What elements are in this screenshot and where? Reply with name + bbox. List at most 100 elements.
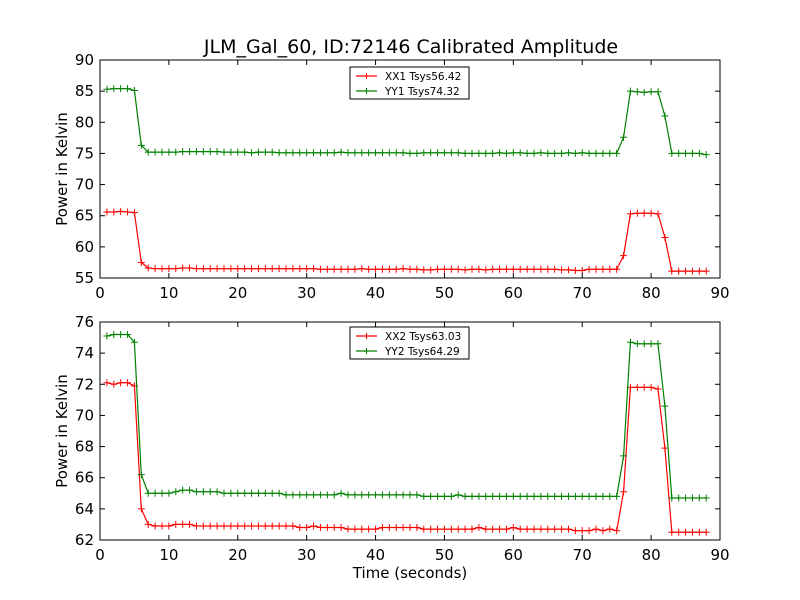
- data-point-yy2: [310, 491, 318, 499]
- data-point-xx1: [440, 265, 448, 273]
- data-point-yy2: [282, 491, 290, 499]
- data-point-xx1: [413, 265, 421, 273]
- data-point-xx1: [509, 265, 517, 273]
- data-point-xx2: [564, 525, 572, 533]
- data-point-xx2: [406, 524, 414, 532]
- axes-frame: [99, 321, 721, 541]
- data-point-xx1: [241, 265, 249, 273]
- data-point-yy1: [172, 148, 180, 156]
- data-point-yy1: [220, 148, 228, 156]
- data-point-yy2: [179, 486, 187, 494]
- data-point-xx1: [323, 265, 331, 273]
- data-point-xx1: [213, 265, 221, 273]
- x-tick-label: 90: [710, 284, 729, 302]
- data-point-yy1: [640, 88, 648, 96]
- data-point-yy2: [682, 494, 690, 502]
- data-point-yy2: [275, 489, 283, 497]
- data-point-yy2: [633, 340, 641, 348]
- data-point-xx2: [654, 385, 662, 393]
- x-tick-label: 50: [435, 284, 454, 302]
- data-point-xx1: [647, 209, 655, 217]
- data-point-xx1: [496, 265, 504, 273]
- data-point-xx2: [468, 525, 476, 533]
- plot-series-group: [103, 85, 710, 275]
- data-point-yy1: [475, 149, 483, 157]
- data-point-yy1: [682, 149, 690, 157]
- data-point-xx2: [413, 524, 421, 532]
- legend-box: [349, 326, 470, 360]
- data-point-xx2: [599, 527, 607, 535]
- data-point-yy2: [592, 492, 600, 500]
- data-point-yy2: [702, 494, 710, 502]
- data-point-yy2: [454, 491, 462, 499]
- data-point-xx2: [103, 379, 111, 387]
- data-point-xx1: [172, 265, 180, 273]
- data-point-yy1: [537, 149, 545, 157]
- data-point-xx1: [564, 266, 572, 274]
- y-tick-label: 70: [75, 406, 94, 424]
- data-point-yy2: [482, 492, 490, 500]
- data-point-xx2: [234, 522, 242, 530]
- x-tick-label: 70: [573, 284, 592, 302]
- data-point-xx1: [551, 265, 559, 273]
- data-point-xx1: [268, 265, 276, 273]
- data-point-yy1: [571, 149, 579, 157]
- data-point-yy1: [578, 149, 586, 157]
- y-axis-label: Power in Kelvin: [53, 374, 71, 488]
- data-point-xx1: [482, 266, 490, 274]
- data-point-yy1: [124, 85, 132, 93]
- y-tick-label: 65: [75, 207, 94, 225]
- data-point-yy2: [420, 492, 428, 500]
- data-point-yy1: [468, 149, 476, 157]
- data-point-xx2: [620, 488, 628, 496]
- data-point-xx2: [440, 525, 448, 533]
- y-tick-label: 70: [75, 176, 94, 194]
- data-point-yy1: [516, 149, 524, 157]
- data-point-xx1: [620, 252, 628, 260]
- y-tick-label: 80: [75, 113, 94, 131]
- data-point-xx1: [633, 209, 641, 217]
- data-point-xx1: [537, 265, 545, 273]
- data-point-xx1: [254, 265, 262, 273]
- data-point-xx2: [316, 524, 324, 532]
- data-point-yy2: [289, 491, 297, 499]
- data-point-xx2: [613, 527, 621, 535]
- data-point-yy1: [254, 148, 262, 156]
- data-point-xx1: [151, 265, 159, 273]
- data-point-yy1: [413, 149, 421, 157]
- data-point-yy1: [668, 149, 676, 157]
- data-point-yy1: [675, 149, 683, 157]
- data-point-xx1: [489, 265, 497, 273]
- x-tick-label: 40: [366, 284, 385, 302]
- data-point-yy2: [509, 492, 517, 500]
- data-point-yy2: [558, 492, 566, 500]
- x-tick-label: 80: [642, 546, 661, 564]
- data-point-yy2: [599, 492, 607, 500]
- data-point-yy2: [647, 340, 655, 348]
- data-point-yy1: [620, 133, 628, 141]
- data-point-yy1: [351, 149, 359, 157]
- data-point-xx1: [558, 266, 566, 274]
- data-point-xx1: [296, 265, 304, 273]
- data-point-yy1: [654, 88, 662, 96]
- data-point-yy1: [695, 149, 703, 157]
- data-point-xx1: [137, 258, 145, 266]
- data-point-yy1: [282, 149, 290, 157]
- data-point-yy1: [330, 149, 338, 157]
- data-point-xx2: [427, 525, 435, 533]
- data-point-xx1: [661, 234, 669, 242]
- data-point-xx2: [358, 525, 366, 533]
- data-point-yy1: [530, 149, 538, 157]
- data-point-yy2: [668, 494, 676, 502]
- data-point-xx1: [192, 265, 200, 273]
- data-point-yy1: [613, 149, 621, 157]
- data-point-yy1: [482, 149, 490, 157]
- x-tick-label: 10: [159, 284, 178, 302]
- data-point-xx2: [303, 524, 311, 532]
- data-point-xx2: [482, 525, 490, 533]
- data-point-yy2: [303, 491, 311, 499]
- data-point-yy1: [461, 149, 469, 157]
- data-point-xx1: [365, 265, 373, 273]
- data-point-yy2: [372, 491, 380, 499]
- bottom-plot: 0 10 20 30 40 50 60 70 80 90 62 64 66 68 70 72 74 76 Power…: [53, 313, 730, 582]
